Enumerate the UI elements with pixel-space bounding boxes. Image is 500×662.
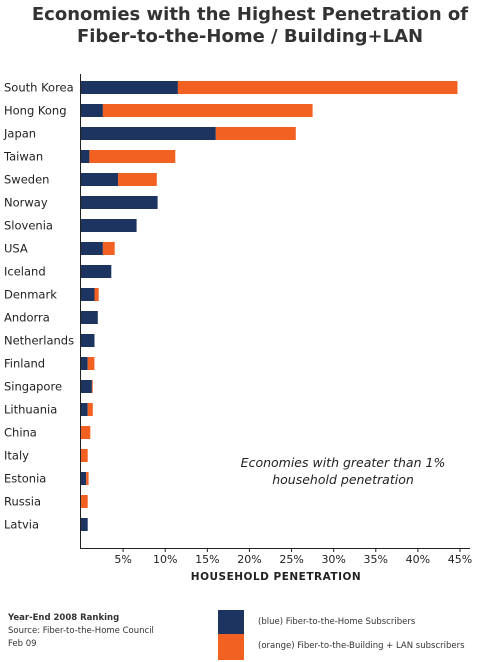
bar-fiber-to-home (81, 334, 95, 347)
x-tick-label: 25% (279, 553, 303, 566)
x-tick-label: 10% (153, 553, 177, 566)
bar-fiber-to-home (81, 242, 103, 255)
legend-item-orange: (orange) Fiber-to-the-Building + LAN sub… (218, 634, 498, 660)
footer-ranking: Year-End 2008 Ranking (8, 613, 120, 623)
bar-fiber-to-building-lan (87, 403, 93, 416)
annotation-line2: household penetration (272, 472, 414, 487)
bar-fiber-to-building-lan (81, 495, 88, 508)
bar-fiber-to-building-lan (177, 81, 458, 94)
bar-fiber-to-building-lan (102, 242, 115, 255)
category-label: Japan (3, 127, 36, 141)
bar-fiber-to-home (81, 127, 216, 140)
annotation-line1: Economies with greater than 1% (241, 455, 446, 470)
bar-fiber-to-building-lan (91, 380, 93, 393)
bars-group (81, 81, 458, 531)
legend-swatch-orange (218, 634, 244, 660)
legend-label-orange: (orange) Fiber-to-the-Building + LAN sub… (258, 641, 465, 651)
bar-fiber-to-building-lan (86, 472, 89, 485)
category-label: South Korea (4, 81, 74, 95)
bar-fiber-to-home (81, 403, 88, 416)
bar-fiber-to-building-lan (102, 104, 313, 117)
bar-fiber-to-home (81, 150, 90, 163)
chart-title: Economies with the Highest Penetration o… (0, 4, 500, 48)
chart-title-line2: Fiber-to-the-Home / Building+LAN (76, 26, 424, 47)
category-label: Norway (4, 196, 48, 210)
category-label: USA (4, 242, 28, 256)
bar-fiber-to-home (81, 104, 103, 117)
category-label: Denmark (4, 288, 57, 302)
x-tick-label: 20% (237, 553, 261, 566)
x-tick-label: 35% (364, 553, 388, 566)
legend-swatch-blue (218, 610, 244, 636)
category-label: Hong Kong (4, 104, 67, 118)
footer-date: Feb 09 (8, 639, 37, 649)
category-label: Taiwan (3, 150, 43, 164)
category-label: Slovenia (4, 219, 53, 233)
footer: Year-End 2008 Ranking Source: Fiber-to-t… (8, 612, 154, 651)
category-labels: South Korea Hong Kong Japan Taiwan Sweden Nor… (3, 81, 74, 532)
bar-fiber-to-home (81, 81, 178, 94)
category-label: Russia (4, 495, 41, 509)
bar-fiber-to-home (81, 173, 119, 186)
bar-fiber-to-building-lan (81, 426, 91, 439)
bar-fiber-to-home (81, 472, 87, 485)
category-label: Finland (4, 357, 45, 371)
x-axis-title: HOUSEHOLD PENETRATION (191, 571, 361, 583)
bar-fiber-to-home (81, 219, 137, 232)
legend-item-blue: (blue) Fiber-to-the-Home Subscribers (218, 610, 498, 636)
x-tick-label: 5% (114, 553, 131, 566)
x-tick-label: 30% (321, 553, 345, 566)
category-label: China (4, 426, 37, 440)
footer-source: Source: Fiber-to-the-Home Council (8, 626, 154, 636)
category-label: Netherlands (4, 334, 74, 348)
category-label: Latvia (4, 518, 39, 532)
category-label: Lithuania (4, 403, 57, 417)
bar-fiber-to-home (81, 196, 158, 209)
bar-fiber-to-home (81, 518, 88, 531)
bar-fiber-to-building-lan (89, 150, 176, 163)
bar-fiber-to-building-lan (215, 127, 296, 140)
bar-fiber-to-building-lan (81, 449, 88, 462)
category-label: Sweden (4, 173, 49, 187)
bar-fiber-to-home (81, 357, 88, 370)
x-tick-label: 15% (195, 553, 219, 566)
chart-title-line1: Economies with the Highest Penetration o… (31, 4, 469, 25)
category-label: Estonia (4, 472, 46, 486)
category-label: Singapore (4, 380, 62, 394)
bar-fiber-to-home (81, 288, 95, 301)
x-tick-labels: 5% 10% 15% 20% 25% 30% 35% 40% 45% (114, 548, 472, 566)
category-label: Iceland (4, 265, 46, 279)
category-label: Andorra (4, 311, 50, 325)
bar-fiber-to-home (81, 380, 92, 393)
x-tick-label: 45% (448, 553, 472, 566)
bar-fiber-to-building-lan (118, 173, 157, 186)
bar-fiber-to-building-lan (94, 288, 99, 301)
x-tick-label: 40% (406, 553, 430, 566)
bar-fiber-to-building-lan (87, 357, 95, 370)
legend-label-blue: (blue) Fiber-to-the-Home Subscribers (258, 617, 416, 627)
category-label: Italy (4, 449, 29, 463)
bar-fiber-to-home (81, 265, 112, 278)
bar-fiber-to-home (81, 311, 98, 324)
